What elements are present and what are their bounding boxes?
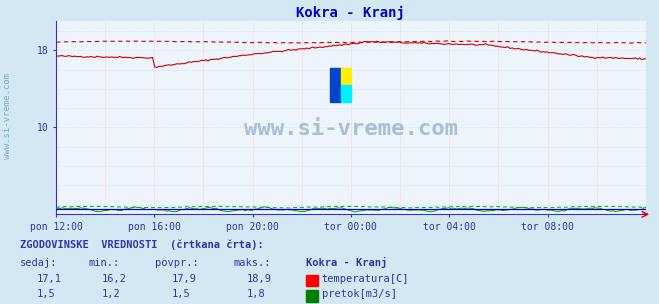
Text: www.si-vreme.com: www.si-vreme.com <box>244 119 458 139</box>
Text: temperatura[C]: temperatura[C] <box>322 274 409 284</box>
Text: 1,5: 1,5 <box>171 289 190 299</box>
Text: www.si-vreme.com: www.si-vreme.com <box>3 73 13 158</box>
Text: 17,1: 17,1 <box>36 274 61 284</box>
Title: Kokra - Kranj: Kokra - Kranj <box>297 6 405 20</box>
Text: ZGODOVINSKE  VREDNOSTI  (črtkana črta):: ZGODOVINSKE VREDNOSTI (črtkana črta): <box>20 239 264 250</box>
Text: 1,5: 1,5 <box>36 289 55 299</box>
Text: 17,9: 17,9 <box>171 274 196 284</box>
Text: Kokra - Kranj: Kokra - Kranj <box>306 257 387 268</box>
Text: povpr.:: povpr.: <box>155 258 198 268</box>
Text: 18,9: 18,9 <box>247 274 272 284</box>
Bar <box>341 85 351 102</box>
Text: 1,2: 1,2 <box>102 289 121 299</box>
Text: 1,8: 1,8 <box>247 289 266 299</box>
Bar <box>330 67 341 102</box>
Text: pretok[m3/s]: pretok[m3/s] <box>322 289 397 299</box>
Bar <box>341 67 351 85</box>
Text: sedaj:: sedaj: <box>20 258 57 268</box>
Text: min.:: min.: <box>89 258 120 268</box>
Text: 16,2: 16,2 <box>102 274 127 284</box>
Text: maks.:: maks.: <box>234 258 272 268</box>
